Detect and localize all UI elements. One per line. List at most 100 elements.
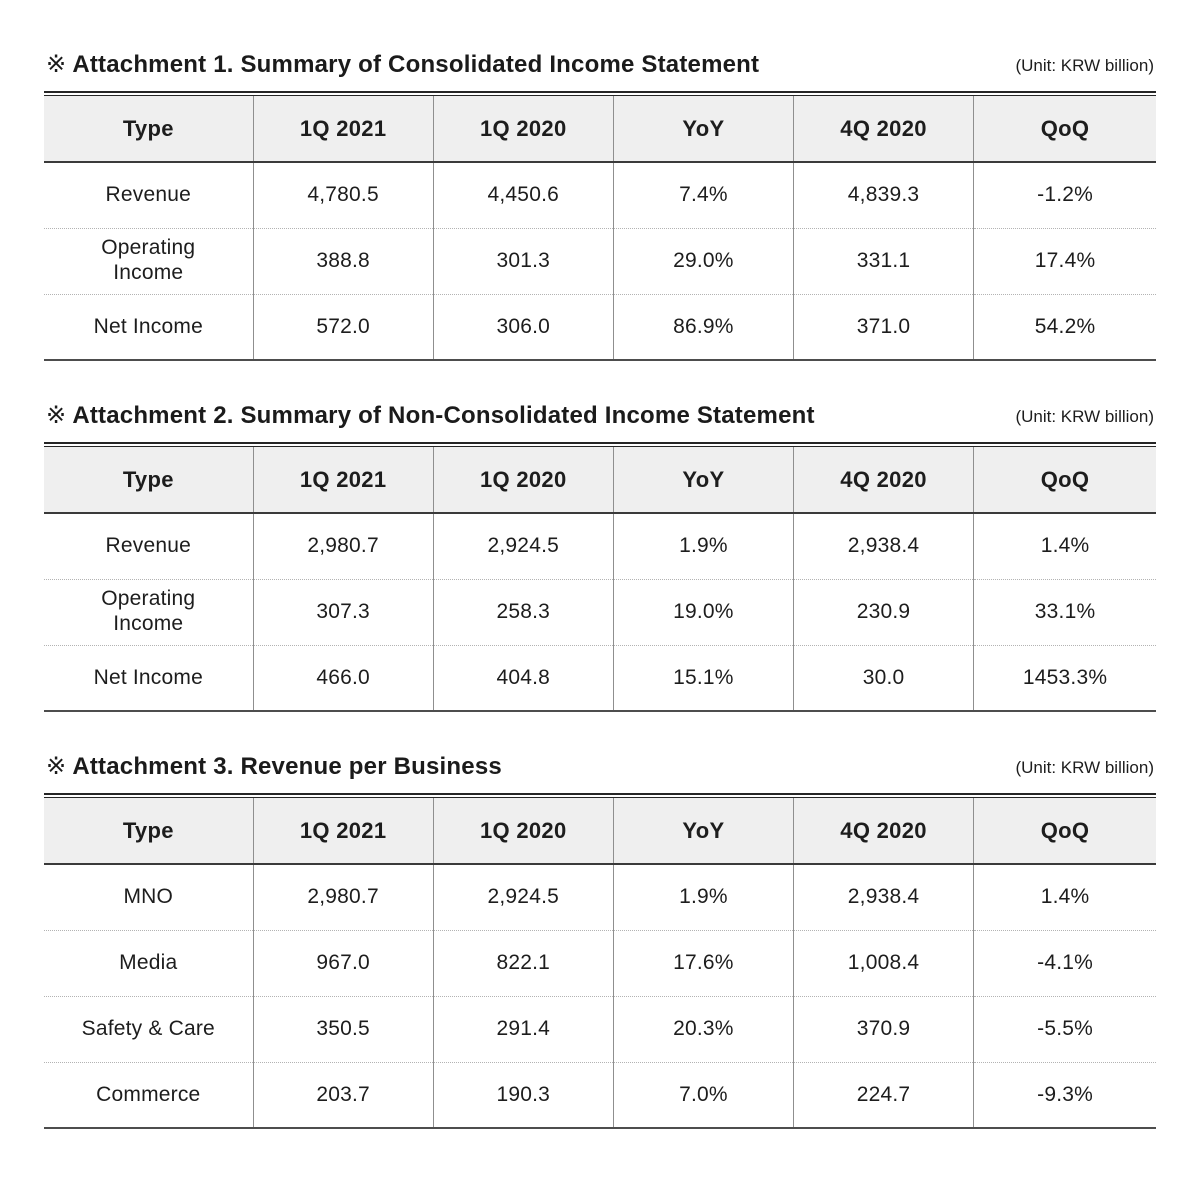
cell: -5.5% bbox=[973, 995, 1156, 1062]
cell: 388.8 bbox=[252, 227, 434, 294]
cell: 350.5 bbox=[252, 995, 434, 1062]
cell: 404.8 bbox=[432, 644, 614, 711]
column-header-1q2021: 1Q 2021 bbox=[252, 96, 434, 163]
row-label-text: Operating Income bbox=[101, 236, 196, 284]
double-rule bbox=[44, 91, 1156, 96]
table-row-operating-income: Operating Income 388.8 301.3 29.0% 331.1… bbox=[44, 227, 1156, 294]
column-header-yoy: YoY bbox=[612, 798, 794, 865]
cell: 15.1% bbox=[612, 644, 794, 711]
cell: 7.4% bbox=[612, 162, 794, 228]
attachment-1-title-row: ※ Attachment 1. Summary of Consolidated I… bbox=[46, 50, 1154, 79]
double-rule bbox=[44, 442, 1156, 447]
cell: 258.3 bbox=[432, 578, 614, 645]
row-label: Net Income bbox=[44, 293, 254, 360]
double-rule bbox=[44, 793, 1156, 798]
cell: 4,839.3 bbox=[792, 162, 974, 228]
header-row: Type 1Q 2021 1Q 2020 YoY 4Q 2020 QoQ bbox=[44, 798, 1156, 865]
cell: 1.4% bbox=[973, 864, 1156, 930]
header-row: Type 1Q 2021 1Q 2020 YoY 4Q 2020 QoQ bbox=[44, 447, 1156, 514]
column-header-yoy: YoY bbox=[612, 96, 794, 163]
row-label: MNO bbox=[44, 864, 253, 930]
cell: 371.0 bbox=[792, 293, 974, 360]
table-row-net-income: Net Income 466.0 404.8 15.1% 30.0 1453.3… bbox=[44, 644, 1156, 711]
cell: 572.0 bbox=[252, 293, 434, 360]
row-label-text: Revenue bbox=[105, 183, 191, 207]
cell: 1.9% bbox=[612, 864, 794, 930]
table-row-safety-care: Safety & Care 350.5 291.4 20.3% 370.9 -5… bbox=[44, 995, 1156, 1062]
reference-mark: ※ bbox=[46, 753, 67, 780]
column-header-1q2020: 1Q 2020 bbox=[432, 96, 614, 163]
column-header-1q2021: 1Q 2021 bbox=[252, 447, 434, 514]
row-label: Commerce bbox=[44, 1061, 254, 1128]
cell: 1.9% bbox=[612, 513, 794, 579]
table-row-revenue: Revenue 2,980.7 2,924.5 1.9% 2,938.4 1.4… bbox=[44, 513, 1156, 579]
table-row-commerce: Commerce 203.7 190.3 7.0% 224.7 -9.3% bbox=[44, 1061, 1156, 1128]
row-label-text: Net Income bbox=[93, 314, 203, 338]
consolidated-income-table: Type 1Q 2021 1Q 2020 YoY 4Q 2020 QoQ Rev… bbox=[44, 96, 1156, 361]
row-label-text: Safety & Care bbox=[81, 1017, 215, 1040]
section-title-text: Attachment 3. Revenue per Business bbox=[72, 753, 502, 780]
row-label: Revenue bbox=[44, 162, 253, 228]
cell: 301.3 bbox=[432, 227, 614, 294]
cell: 4,780.5 bbox=[252, 162, 434, 228]
cell: 291.4 bbox=[432, 995, 614, 1062]
cell: -4.1% bbox=[973, 929, 1156, 996]
cell: 1453.3% bbox=[973, 644, 1156, 711]
table-row-mno: MNO 2,980.7 2,924.5 1.9% 2,938.4 1.4% bbox=[44, 864, 1156, 930]
row-label-text: Net Income bbox=[93, 665, 203, 689]
column-header-4q2020: 4Q 2020 bbox=[792, 798, 974, 865]
attachment-3-section: ※ Attachment 3. Revenue per Business (Uni… bbox=[44, 752, 1156, 1129]
row-label-text: Revenue bbox=[105, 534, 191, 558]
row-label: Media bbox=[44, 929, 254, 996]
column-header-yoy: YoY bbox=[612, 447, 794, 514]
cell: 2,980.7 bbox=[252, 513, 434, 579]
non-consolidated-income-table: Type 1Q 2021 1Q 2020 YoY 4Q 2020 QoQ Rev… bbox=[44, 447, 1156, 712]
column-header-qoq: QoQ bbox=[973, 96, 1156, 163]
cell: 7.0% bbox=[612, 1061, 794, 1128]
row-label-text: Media bbox=[119, 951, 178, 974]
cell: -1.2% bbox=[973, 162, 1156, 228]
row-label: Net Income bbox=[44, 644, 254, 711]
cell: 2,938.4 bbox=[792, 513, 974, 579]
cell: 1,008.4 bbox=[792, 929, 974, 996]
cell: 370.9 bbox=[792, 995, 974, 1062]
column-header-4q2020: 4Q 2020 bbox=[792, 96, 974, 163]
cell: 4,450.6 bbox=[432, 162, 614, 228]
column-header-type: Type bbox=[44, 798, 254, 865]
cell: 30.0 bbox=[792, 644, 974, 711]
section-title: ※ Attachment 3. Revenue per Business bbox=[46, 752, 502, 781]
cell: 203.7 bbox=[252, 1061, 434, 1128]
column-header-1q2021: 1Q 2021 bbox=[252, 798, 434, 865]
cell: 33.1% bbox=[973, 578, 1156, 645]
attachment-3-title-row: ※ Attachment 3. Revenue per Business (Uni… bbox=[46, 752, 1154, 781]
attachment-2-title-row: ※ Attachment 2. Summary of Non-Consolidat… bbox=[46, 401, 1154, 430]
row-label: Operating Income bbox=[44, 578, 254, 645]
cell: 54.2% bbox=[973, 293, 1156, 360]
column-header-type: Type bbox=[44, 447, 254, 514]
cell: 19.0% bbox=[612, 578, 794, 645]
section-title-text: Attachment 2. Summary of Non-Consolidate… bbox=[72, 402, 815, 429]
row-label-text: MNO bbox=[123, 885, 174, 909]
cell: 230.9 bbox=[792, 578, 974, 645]
cell: 306.0 bbox=[432, 293, 614, 360]
unit-label: (Unit: KRW billion) bbox=[1015, 758, 1154, 777]
cell: 1.4% bbox=[973, 513, 1156, 579]
cell: 2,924.5 bbox=[432, 864, 614, 930]
cell: 17.6% bbox=[612, 929, 794, 996]
cell: 2,924.5 bbox=[432, 513, 614, 579]
cell: 224.7 bbox=[792, 1061, 974, 1128]
row-label: Operating Income bbox=[44, 227, 254, 294]
reference-mark: ※ bbox=[46, 402, 67, 429]
cell: 190.3 bbox=[432, 1061, 614, 1128]
cell: 17.4% bbox=[973, 227, 1156, 294]
cell: 307.3 bbox=[252, 578, 434, 645]
column-header-qoq: QoQ bbox=[973, 447, 1156, 514]
unit-label: (Unit: KRW billion) bbox=[1015, 56, 1154, 75]
column-header-4q2020: 4Q 2020 bbox=[792, 447, 974, 514]
header-row: Type 1Q 2021 1Q 2020 YoY 4Q 2020 QoQ bbox=[44, 96, 1156, 163]
column-header-1q2020: 1Q 2020 bbox=[432, 447, 614, 514]
cell: 86.9% bbox=[612, 293, 794, 360]
table-row-operating-income: Operating Income 307.3 258.3 19.0% 230.9… bbox=[44, 578, 1156, 645]
section-title: ※ Attachment 1. Summary of Consolidated I… bbox=[46, 50, 759, 79]
unit-label: (Unit: KRW billion) bbox=[1015, 407, 1154, 426]
